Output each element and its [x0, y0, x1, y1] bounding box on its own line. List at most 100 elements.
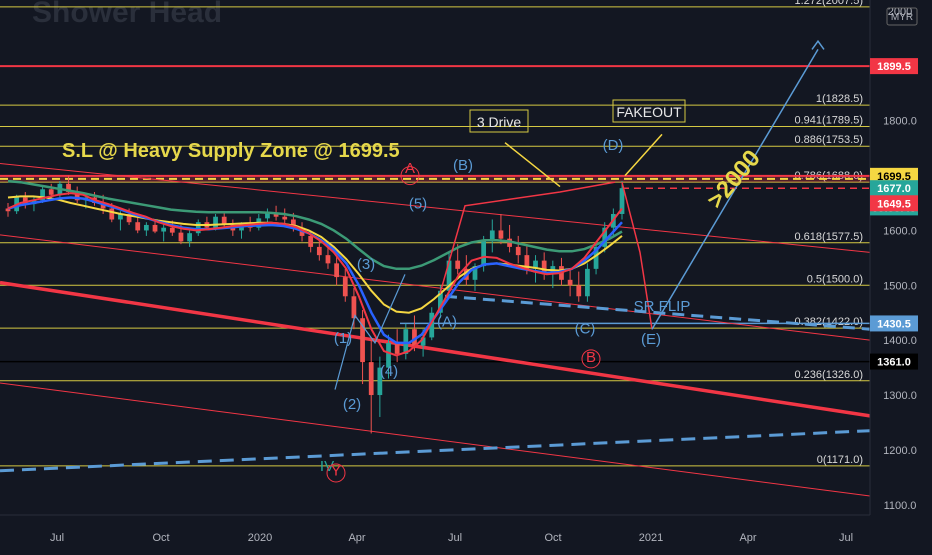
- time-tick-label: Jul: [448, 532, 462, 544]
- candle-body: [169, 227, 175, 233]
- candle-body: [386, 342, 391, 368]
- fib-label: 0.886(1753.5): [795, 134, 864, 146]
- price-tag: [870, 180, 918, 197]
- price-tick-label: 1500.0: [883, 280, 917, 292]
- candle-body: [472, 266, 478, 280]
- candle-body: [282, 216, 288, 220]
- price-tag: [870, 167, 918, 184]
- candle-body: [619, 188, 625, 214]
- sr-flip-label: SR FLIP: [634, 298, 691, 315]
- price-tick-label: 1200.0: [883, 445, 917, 457]
- watermark-text: Shower Head: [32, 0, 222, 29]
- price-tick-label: 1600.0: [883, 225, 917, 237]
- wave-label: (A): [437, 313, 457, 330]
- candle-body: [135, 222, 141, 231]
- candle-body: [403, 329, 409, 354]
- candle-body: [576, 285, 582, 297]
- candle-body: [178, 232, 184, 242]
- candle-body: [265, 212, 270, 219]
- price-tag-label: 1649.5: [877, 198, 911, 210]
- price-tag: [870, 315, 918, 332]
- projection-down: [621, 181, 653, 330]
- candle-body: [533, 260, 538, 269]
- candle-body: [412, 329, 417, 346]
- wave-circle-b: [581, 349, 601, 369]
- channel-bottom: [0, 382, 871, 497]
- wave-label: (E): [641, 331, 661, 348]
- candle-body: [221, 216, 227, 225]
- ema-slow-line: [7, 195, 623, 314]
- candle-body: [22, 197, 28, 205]
- three-drive-label: 3 Drive: [477, 114, 522, 130]
- time-tick-label: 2020: [248, 532, 272, 544]
- ema-fast-line: [7, 192, 623, 357]
- candle-body: [308, 235, 314, 247]
- candle-body: [334, 263, 339, 278]
- candle-body: [316, 246, 322, 256]
- candle-body: [109, 208, 115, 220]
- projection-up: [651, 48, 819, 330]
- candle-body: [420, 337, 426, 346]
- candle-body: [394, 342, 400, 354]
- price-tick-label: 2000: [888, 6, 912, 18]
- wave-label: (5): [409, 195, 427, 212]
- price-tag-label: 1430.5: [877, 318, 911, 330]
- candle-body: [585, 268, 590, 297]
- price-tick-label: 1800.0: [883, 116, 917, 128]
- sr-flip-dashed: [444, 294, 871, 331]
- three-drive-line: [439, 181, 616, 294]
- candle-body: [360, 318, 365, 363]
- candle-body: [489, 230, 495, 242]
- fib-label: 0(1171.0): [817, 454, 863, 466]
- candles-group: [5, 175, 625, 434]
- candle-body: [507, 238, 512, 247]
- time-tick-label: 2021: [639, 532, 663, 544]
- wave-label: (2): [343, 396, 361, 413]
- candle-body: [481, 241, 487, 267]
- candle-body: [602, 227, 608, 247]
- fib-label: 0.618(1577.5): [795, 231, 864, 243]
- channel-upper: [0, 163, 871, 253]
- price-tick-label: 1100.0: [884, 500, 917, 512]
- price-tag: [870, 58, 918, 75]
- wave-label: (C): [575, 321, 596, 338]
- time-tick-label: Apr: [739, 532, 756, 544]
- candle-body: [187, 233, 192, 242]
- price-tag-label: 1699.5: [877, 171, 911, 183]
- price-tag: [870, 353, 918, 370]
- price-tag-label: 1899.5: [877, 61, 911, 73]
- wave-label: (D): [603, 137, 624, 154]
- currency-box[interactable]: [886, 7, 918, 26]
- wave-label: B: [586, 349, 596, 366]
- fib-label: 0.236(1326.0): [795, 369, 864, 381]
- fakeout-arrow: [624, 133, 663, 177]
- price-tag-label: 1677.0: [877, 183, 911, 195]
- candle-body: [5, 208, 11, 212]
- wave-label: (3): [357, 256, 375, 273]
- wave-label: (B): [453, 157, 473, 174]
- candle-body: [74, 192, 80, 201]
- fib-label: 0.941(1789.5): [795, 114, 864, 126]
- candle-body: [377, 367, 383, 396]
- candle-body: [541, 260, 547, 275]
- candle-body: [152, 224, 158, 232]
- candle-body: [446, 260, 452, 291]
- fib-label: 1(1828.5): [816, 93, 863, 105]
- candle-body: [48, 189, 54, 195]
- currency-label: MYR: [891, 12, 913, 23]
- time-tick-label: Oct: [152, 532, 169, 544]
- wave-label: (1): [334, 330, 352, 347]
- stop-loss-label: S.L @ Heavy Supply Zone @ 1699.5: [62, 140, 400, 162]
- price-tag: [870, 195, 918, 212]
- candle-body: [100, 203, 106, 209]
- candle-body: [143, 224, 149, 231]
- ema-long-line: [7, 179, 623, 271]
- price-tick-label: 1400.0: [883, 335, 917, 347]
- candle-body: [524, 255, 530, 269]
- candle-body: [593, 246, 599, 269]
- time-tick-label: Apr: [348, 532, 365, 544]
- fib-label: 0.5(1500.0): [807, 273, 863, 285]
- candle-body: [66, 183, 71, 193]
